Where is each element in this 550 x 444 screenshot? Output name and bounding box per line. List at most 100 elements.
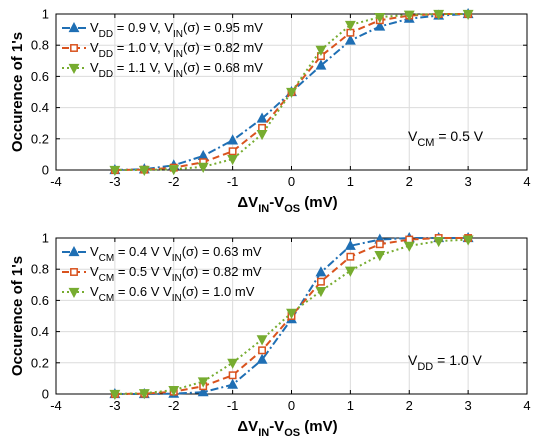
text-part: (σ) = 0.68 mV (183, 60, 263, 75)
data-point (227, 154, 239, 166)
x-tick-label: 0 (288, 398, 295, 413)
x-tick-label: 2 (406, 398, 413, 413)
text-part: ΔV (237, 194, 258, 211)
data-point (227, 378, 239, 389)
x-tick-label: -4 (50, 174, 62, 189)
text-part: = 1.0 V (433, 352, 482, 368)
legend-entry: VCM = 0.6 V VIN(σ) = 1.0 mV (90, 284, 255, 304)
text-part: = 0.5 V V (114, 264, 172, 279)
text-part: (σ) = 0.63 mV (182, 244, 262, 259)
data-point (228, 371, 237, 380)
data-point (168, 165, 180, 176)
data-point (315, 45, 327, 56)
text-part: V (90, 60, 99, 75)
legend-entry: VCM = 0.4 V VIN(σ) = 0.63 mV (90, 244, 262, 264)
data-point (375, 240, 384, 249)
data-point (403, 10, 415, 21)
data-point (344, 34, 356, 45)
y-tick-label: 0.6 (31, 293, 49, 308)
text-part: IN (172, 293, 182, 304)
text-part: IN (173, 69, 183, 80)
chart-panel-2: -4 -3 -2 -1 0 1 2 3 4 0 0.2 0.4 0.6 0.8 1 Occurence of … (9, 231, 531, 440)
data-point (138, 389, 150, 400)
data-point (109, 389, 121, 401)
text-part: CM (99, 273, 115, 284)
data-point (462, 9, 474, 21)
x-tick-label: -3 (109, 174, 121, 189)
data-point (138, 165, 150, 177)
text-part: IN (258, 427, 269, 439)
text-part: CM (99, 293, 115, 304)
data-point (197, 386, 209, 397)
y-tick-label: 0.2 (31, 131, 49, 146)
legend-marker (68, 21, 80, 33)
y-tick-label: 0.2 (31, 355, 49, 370)
text-part: OS (284, 203, 300, 215)
data-point (227, 358, 239, 369)
x-tick-label: -4 (50, 398, 62, 413)
x-axis-label: ΔVIN-VOS (mV) (237, 194, 337, 215)
x-tick-label: 0 (288, 174, 295, 189)
text-part: IN (173, 49, 183, 60)
text-part: V (90, 264, 99, 279)
x-tick-label: -2 (168, 398, 180, 413)
y-tick-label: 0.4 (31, 324, 49, 339)
x-tick-label: 2 (406, 174, 413, 189)
x-tick-label: 4 (523, 398, 530, 413)
text-part: IN (172, 273, 182, 284)
text-part: V (90, 244, 99, 259)
text-part: = 1.0 V, V (113, 40, 173, 55)
text-part: V (408, 128, 418, 144)
x-tick-label: -2 (168, 174, 180, 189)
x-tick-label: 4 (523, 174, 530, 189)
data-point (109, 165, 121, 177)
data-point (286, 87, 297, 99)
x-tick-label: 1 (347, 398, 354, 413)
data-point (228, 147, 237, 156)
legend-marker (68, 245, 80, 257)
text-part: (σ) = 0.95 mV (183, 20, 263, 35)
data-point (403, 241, 415, 252)
text-part: = 0.6 V V (114, 284, 172, 299)
annotation: VDD = 1.0 V (408, 352, 483, 373)
data-point (433, 237, 445, 248)
data-point (433, 9, 445, 21)
data-point (315, 59, 327, 70)
text-part: = 0.4 V V (114, 244, 172, 259)
y-tick-label: 1 (42, 7, 49, 22)
data-point (344, 239, 356, 250)
text-part: V (408, 352, 418, 368)
text-part: IN (172, 253, 182, 264)
data-point (258, 346, 267, 355)
text-part: IN (258, 203, 269, 215)
chart-panel-1: -4 -3 -2 -1 0 1 2 3 4 0 0.2 0.4 0.6 0.8 1 Occurence of … (9, 7, 531, 216)
text-part: DD (99, 49, 113, 60)
text-part: = 1.1 V, V (113, 60, 173, 75)
y-tick-label: 0.4 (31, 100, 49, 115)
data-point (197, 162, 209, 173)
y-tick-label: 1 (42, 231, 49, 246)
x-tick-label: -1 (227, 398, 239, 413)
legend-marker (70, 44, 78, 52)
data-point (374, 251, 386, 262)
data-point (256, 112, 268, 123)
legend-marker (70, 268, 78, 276)
x-tick-label: 3 (465, 398, 472, 413)
y-tick-label: 0.8 (31, 38, 49, 53)
x-tick-label: -3 (109, 398, 121, 413)
legend-marker (68, 287, 80, 299)
data-point (168, 386, 180, 397)
data-point (315, 286, 327, 298)
text-part: CM (99, 253, 115, 264)
data-point (256, 335, 268, 346)
text-part: CM (417, 137, 434, 149)
x-tick-label: -1 (227, 174, 239, 189)
text-part: -V (269, 418, 284, 435)
y-tick-label: 0 (42, 163, 49, 178)
y-tick-label: 0.6 (31, 69, 49, 84)
text-part: (σ) = 0.82 mV (183, 40, 263, 55)
text-part: DD (99, 69, 113, 80)
text-part: DD (417, 361, 433, 373)
